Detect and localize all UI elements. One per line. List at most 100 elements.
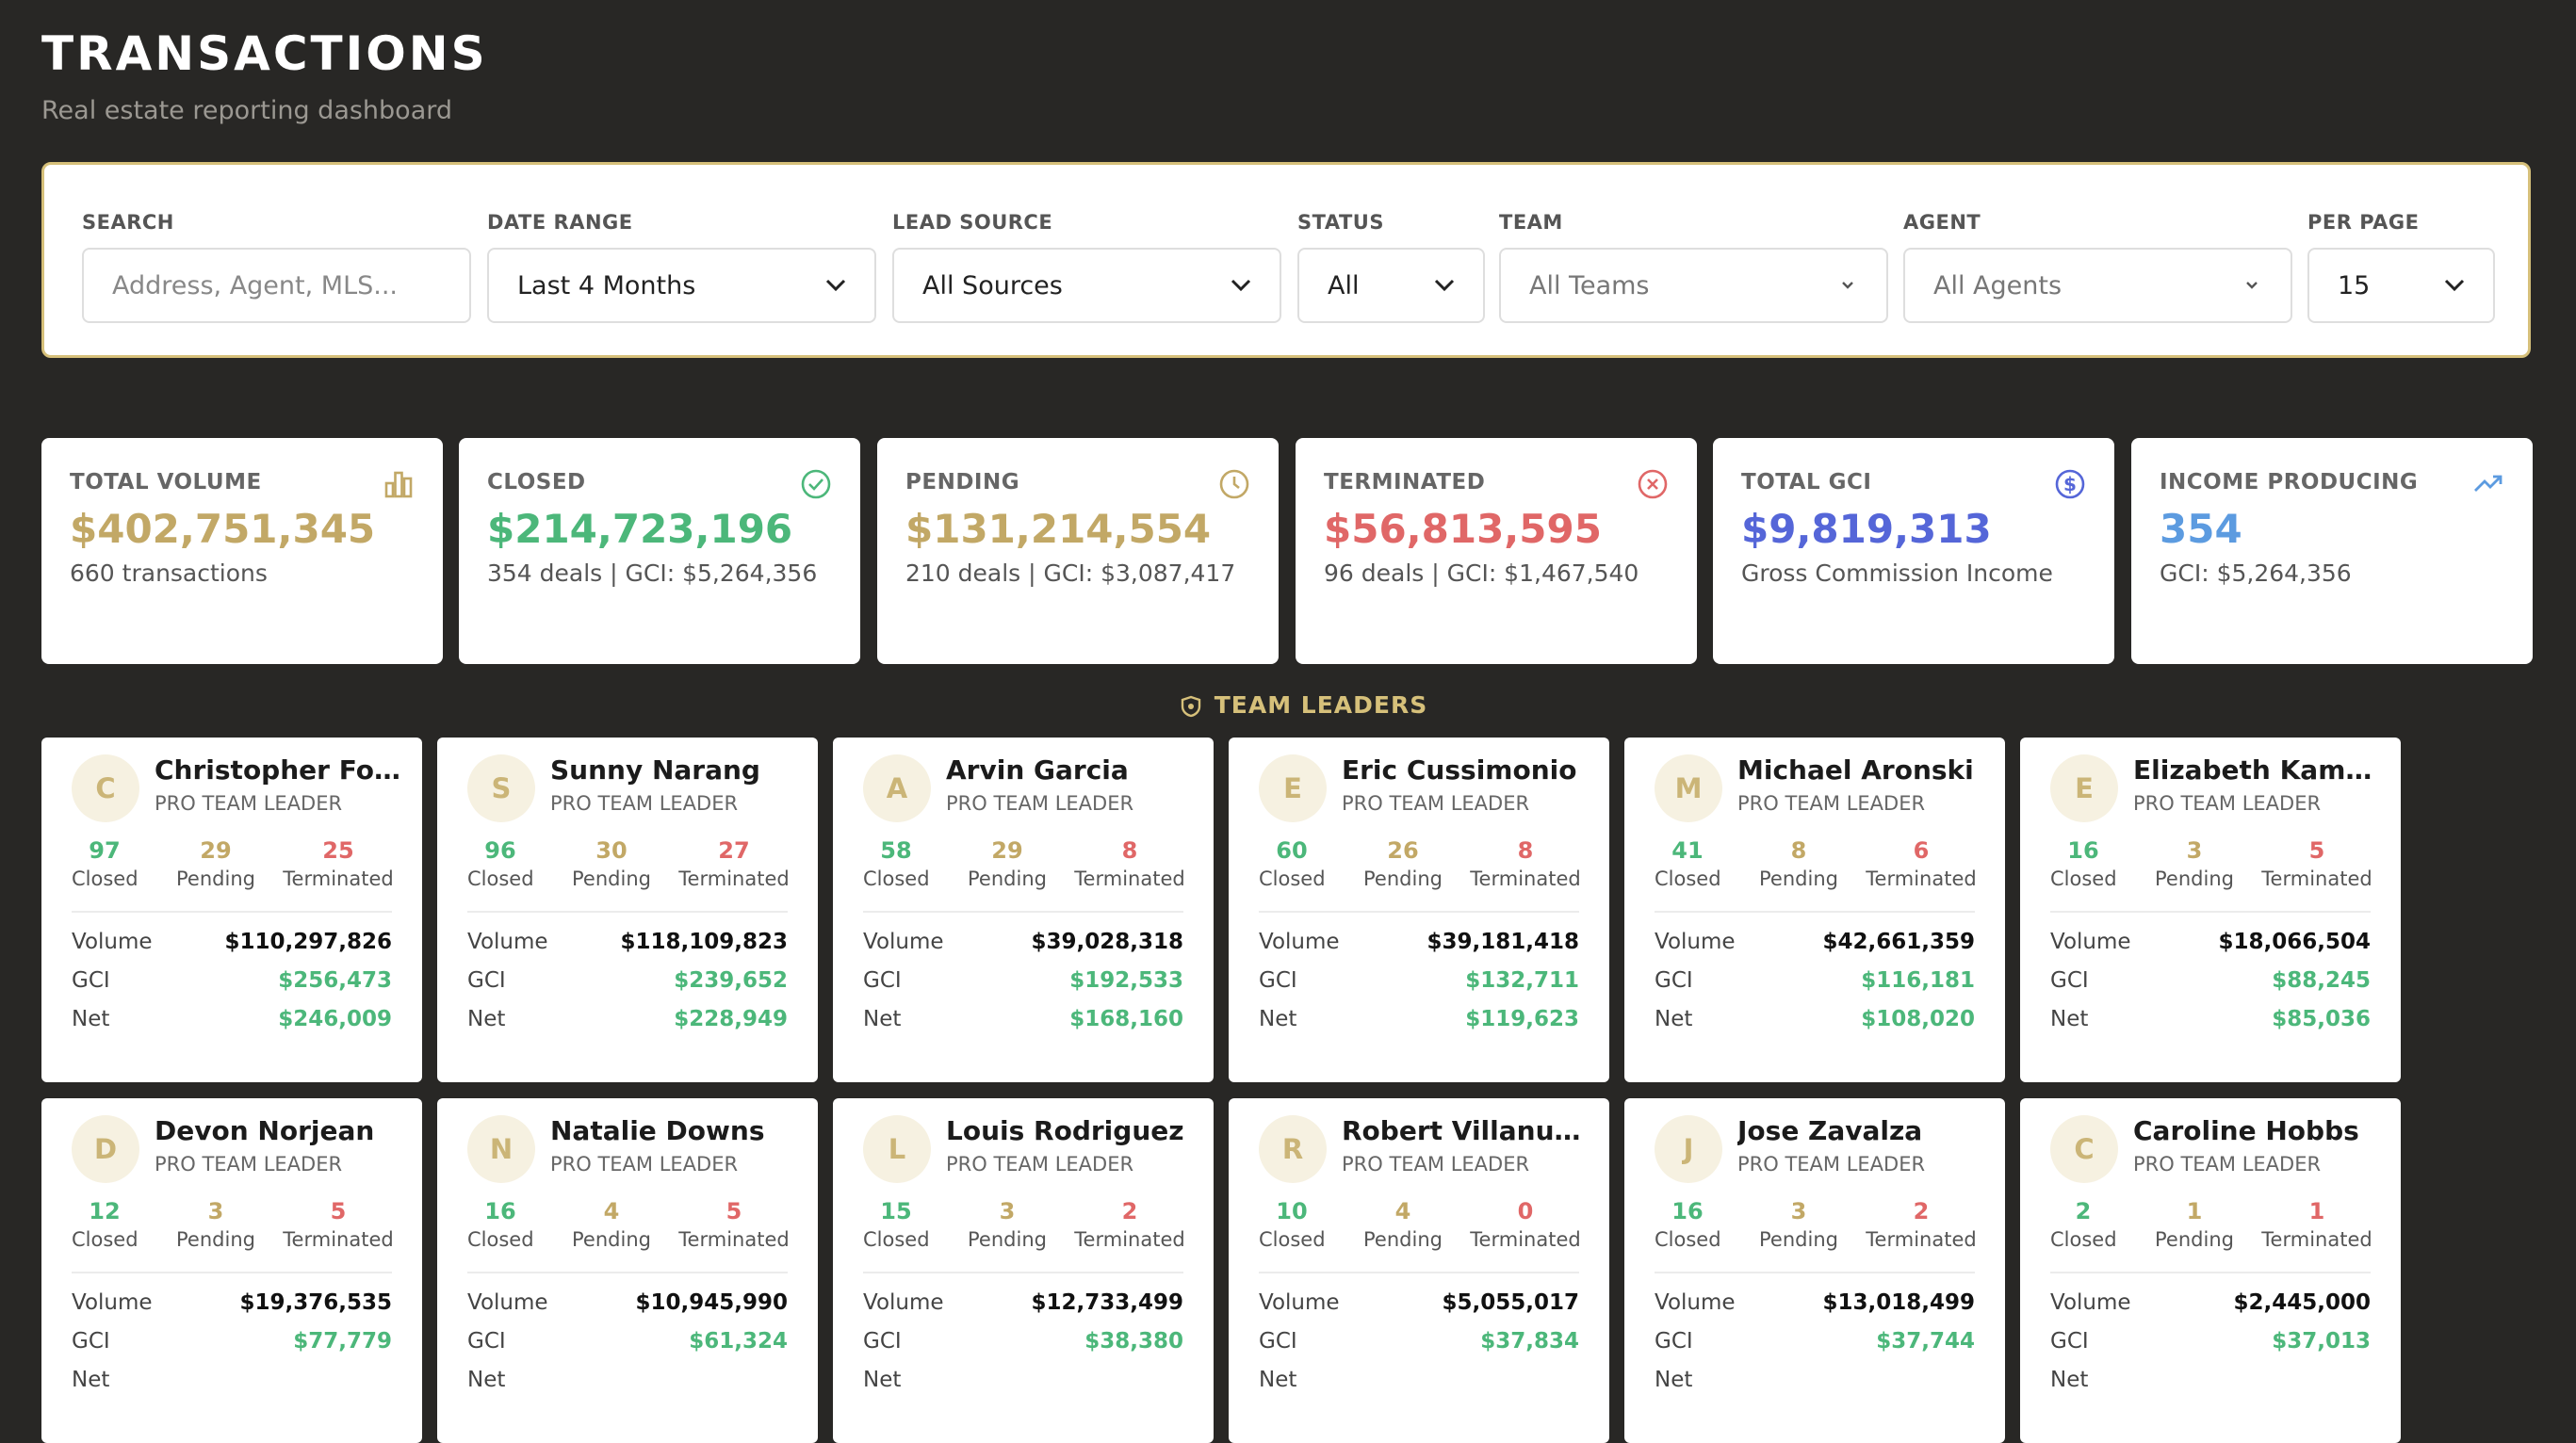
pending-count: 29 Pending [965,837,1050,890]
search-label: SEARCH [82,211,174,234]
net-label: Net [1259,1367,1297,1392]
team-leader-card[interactable]: A Arvin Garcia PRO TEAM LEADER 58 Closed 29 Pe… [833,738,1214,1082]
avatar: C [72,754,139,822]
agent-select[interactable]: All Agents [1903,248,2292,323]
terminated-number: 5 [2308,837,2325,864]
gci-value: $77,779 [293,1328,392,1354]
net-row: Net $85,036 [2050,999,2371,1038]
terminated-label: Terminated [2261,1228,2372,1251]
avatar: R [1259,1115,1327,1183]
net-value: $119,623 [1465,1006,1579,1031]
net-row: Net [467,1360,788,1399]
volume-row: Volume $13,018,499 [1655,1283,1975,1321]
leader-role: PRO TEAM LEADER [1737,1153,1926,1175]
gci-label: GCI [863,1328,902,1354]
pending-number: 30 [595,837,628,864]
pending-label: Pending [1363,1228,1443,1251]
leader-metrics: Volume $39,028,318 GCI $192,533 Net $168,160 [863,911,1183,1038]
avatar: C [2050,1115,2118,1183]
terminated-count: 8 Terminated [1464,837,1587,890]
leader-name: Eric Cussimonio [1342,754,1577,786]
team-label: TEAM [1499,211,1563,234]
gci-value: $256,473 [278,967,392,993]
gci-value: $37,744 [1876,1328,1975,1354]
team-select[interactable]: All Teams [1499,248,1888,323]
stat-value: $214,723,196 [487,506,793,552]
team-leader-card[interactable]: J Jose Zavalza PRO TEAM LEADER 16 Closed 3 Pen… [1624,1098,2005,1443]
deal-counts: 97 Closed 29 Pending 25 Terminated [41,837,422,903]
pending-number: 4 [1394,1198,1411,1224]
avatar: M [1655,754,1722,822]
team-leader-card[interactable]: E Eric Cussimonio PRO TEAM LEADER 60 Closed 2… [1229,738,1609,1082]
team-leader-card[interactable]: N Natalie Downs PRO TEAM LEADER 16 Closed 4 Pe… [437,1098,818,1443]
team-leader-card[interactable]: E Elizabeth Kammen PRO TEAM LEADER 16 Closed… [2020,738,2401,1082]
closed-label: Closed [467,1228,534,1251]
stat-card-total-volume: TOTAL VOLUME $402,751,345 660 transactio… [41,438,443,664]
search-filter: SEARCH Address, Agent, MLS... [82,208,471,323]
gci-row: GCI $116,181 [1655,961,1975,999]
stat-card-total-gci: TOTAL GCI $9,819,313 Gross Commission In… [1713,438,2114,664]
deal-counts: 96 Closed 30 Pending 27 Terminated [437,837,818,903]
pending-count: 29 Pending [173,837,258,890]
check-circle-icon [800,468,832,500]
deal-counts: 15 Closed 3 Pending 2 Terminated [833,1198,1214,1264]
gci-row: GCI $37,744 [1655,1321,1975,1360]
team-leader-card[interactable]: D Devon Norjean PRO TEAM LEADER 12 Closed 3 Pe… [41,1098,422,1443]
pending-count: 3 Pending [965,1198,1050,1251]
search-input[interactable]: Address, Agent, MLS... [82,248,471,323]
terminated-number: 0 [1517,1198,1534,1224]
terminated-label: Terminated [1470,867,1581,890]
closed-count: 97 Closed [72,837,139,890]
volume-label: Volume [1655,929,1736,954]
closed-count: 60 Closed [1259,837,1326,890]
pending-number: 3 [2186,837,2203,864]
closed-count: 96 Closed [467,837,534,890]
team-leader-card[interactable]: R Robert Villanueva PRO TEAM LEADER 10 Close… [1229,1098,1609,1443]
volume-row: Volume $10,945,990 [467,1283,788,1321]
team-leader-card[interactable]: M Michael Aronski PRO TEAM LEADER 41 Closed 8… [1624,738,2005,1082]
volume-label: Volume [1259,929,1340,954]
team-leader-card[interactable]: S Sunny Narang PRO TEAM LEADER 96 Closed 30 Pe… [437,738,818,1082]
agent-filter: AGENT All Agents [1903,208,2292,323]
pending-label: Pending [1759,1228,1838,1251]
net-value: $228,949 [674,1006,788,1031]
per-page-filter: PER PAGE 15 [2307,208,2495,323]
terminated-count: 8 Terminated [1068,837,1191,890]
filter-panel: SEARCH Address, Agent, MLS... DATE RANGE… [41,162,2531,358]
gci-value: $132,711 [1465,967,1579,993]
volume-row: Volume $5,055,017 [1259,1283,1579,1321]
pending-label: Pending [572,867,651,890]
pending-label: Pending [2155,1228,2234,1251]
leader-metrics: Volume $110,297,826 GCI $256,473 Net $246,009 [72,911,392,1038]
team-leader-card[interactable]: L Louis Rodriguez PRO TEAM LEADER 15 Closed 3… [833,1098,1214,1443]
status-select[interactable]: All [1297,248,1485,323]
per-page-select[interactable]: 15 [2307,248,2495,323]
volume-value: $12,733,499 [1031,1289,1183,1315]
gci-label: GCI [1655,1328,1693,1354]
gci-label: GCI [2050,1328,2089,1354]
team-leader-card[interactable]: C Caroline Hobbs PRO TEAM LEADER 2 Closed 1 Pe… [2020,1098,2401,1443]
terminated-label: Terminated [1866,1228,1977,1251]
deal-counts: 16 Closed 3 Pending 2 Terminated [1624,1198,2005,1264]
net-label: Net [863,1367,902,1392]
terminated-number: 5 [330,1198,347,1224]
leader-metrics: Volume $118,109,823 GCI $239,652 Net $228,949 [467,911,788,1038]
lead-source-select[interactable]: All Sources [892,248,1281,323]
stat-value: $9,819,313 [1741,506,1992,552]
stat-label: TERMINATED [1324,470,1486,495]
stat-label: TOTAL VOLUME [70,470,262,495]
closed-label: Closed [467,867,534,890]
deal-counts: 10 Closed 4 Pending 0 Terminated [1229,1198,1609,1264]
leader-name: Christopher Fordi... [155,754,409,786]
net-label: Net [1655,1367,1693,1392]
volume-label: Volume [2050,1289,2131,1315]
volume-row: Volume $12,733,499 [863,1283,1183,1321]
closed-count: 16 Closed [2050,837,2117,890]
team-leader-card[interactable]: C Christopher Fordi... PRO TEAM LEADER 97 Cl… [41,738,422,1082]
closed-number: 58 [880,837,912,864]
closed-number: 96 [484,837,516,864]
net-label: Net [2050,1006,2089,1031]
stat-card-terminated: TERMINATED $56,813,595 96 deals | GCI: $… [1296,438,1697,664]
date-range-select[interactable]: Last 4 Months [487,248,876,323]
leader-name: Devon Norjean [155,1115,375,1146]
